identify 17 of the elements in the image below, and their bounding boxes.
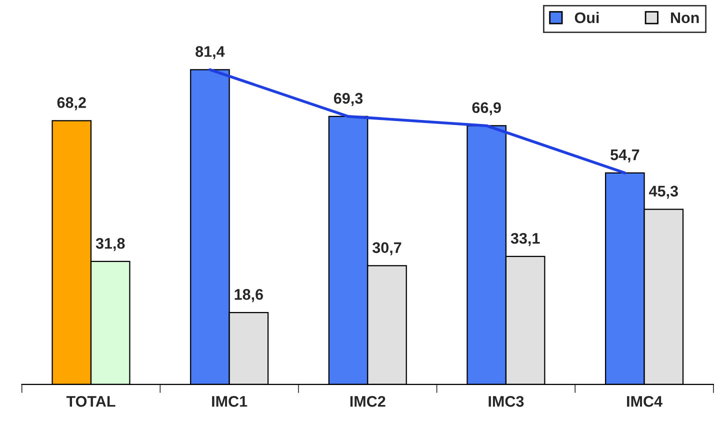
x-tick-label: IMC2 xyxy=(350,396,386,407)
data-label: 66,9 xyxy=(472,102,501,116)
data-label: 33,1 xyxy=(510,232,540,246)
x-tick-label: IMC4 xyxy=(627,396,662,407)
data-label: 68,2 xyxy=(57,97,86,110)
data-label: 54,7 xyxy=(610,150,640,162)
legend-label: Non xyxy=(671,12,699,24)
x-tick-label: IMC3 xyxy=(488,396,524,407)
data-label: 69,3 xyxy=(334,92,363,106)
data-label: 45,3 xyxy=(649,186,678,199)
x-tick-label: TOTAL xyxy=(66,396,116,407)
data-label: 81,4 xyxy=(196,46,225,60)
data-label: 18,6 xyxy=(234,289,263,302)
x-tick-label: IMC1 xyxy=(212,396,248,407)
legend-label: Oui xyxy=(574,12,599,24)
data-label: 31,8 xyxy=(96,238,125,252)
data-label: 30,7 xyxy=(372,242,402,256)
